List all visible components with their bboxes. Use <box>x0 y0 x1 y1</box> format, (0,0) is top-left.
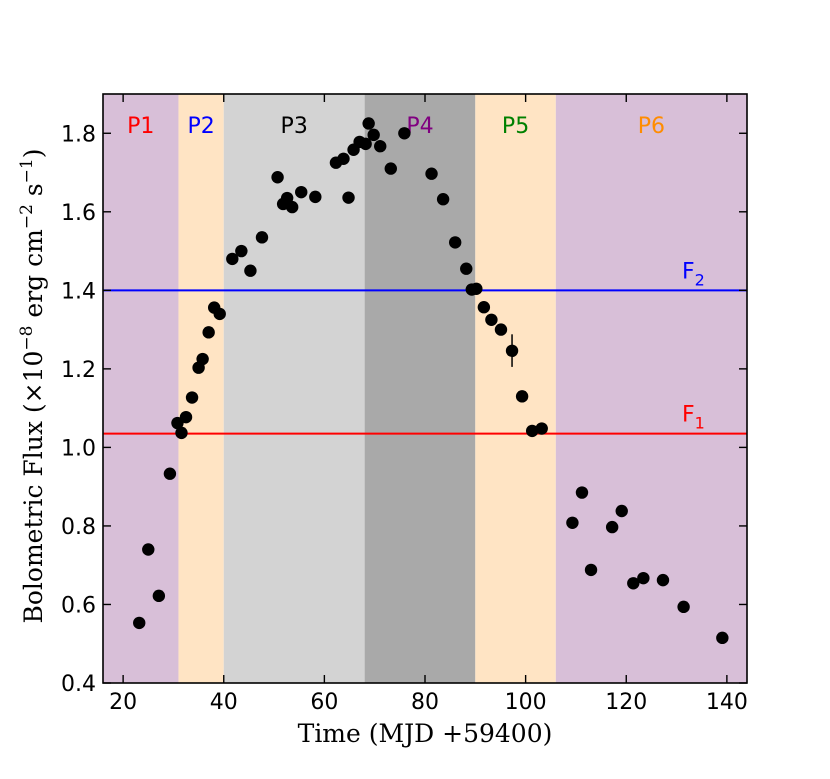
data-point <box>175 426 188 440</box>
data-point <box>470 282 483 295</box>
flux-threshold-label: F2 <box>682 259 705 289</box>
data-point <box>448 236 462 249</box>
data-point <box>485 313 498 326</box>
data-points <box>133 117 729 645</box>
data-point <box>436 193 450 206</box>
phase-band <box>555 94 747 683</box>
data-point <box>505 344 519 358</box>
data-point <box>163 467 177 480</box>
data-point <box>142 543 155 556</box>
flux-threshold-label: F1 <box>682 403 705 433</box>
data-point <box>244 264 257 277</box>
data-point <box>566 516 579 529</box>
data-point <box>398 127 411 140</box>
y-axis-title-part: erg cm <box>19 229 48 326</box>
data-point <box>226 252 239 266</box>
data-point <box>605 520 619 534</box>
y-axis-title-exp: −1 <box>17 158 37 183</box>
data-point <box>584 563 598 577</box>
data-point <box>384 162 397 175</box>
x-tick-label: 20 <box>109 690 137 715</box>
data-point <box>152 589 166 603</box>
y-tick-label: 0.4 <box>61 672 96 697</box>
data-point <box>295 185 308 199</box>
data-point <box>342 191 355 204</box>
y-tick-label: 1.6 <box>61 201 96 226</box>
flux-threshold-label-sub: 2 <box>695 270 705 289</box>
data-point <box>575 486 589 499</box>
data-point <box>367 128 380 142</box>
y-tick-label: 1.8 <box>61 122 96 147</box>
x-tick-label: 80 <box>411 690 439 715</box>
flux-threshold-label-main: F <box>682 403 695 428</box>
data-point <box>202 326 215 339</box>
data-point <box>615 504 628 518</box>
x-tick-label: 60 <box>310 690 338 715</box>
phase-band <box>103 94 179 683</box>
phase-bands: P1 P2 P3 P4 P5 P6 <box>103 94 747 683</box>
x-axis-title: Time (MJD +59400) <box>298 719 553 748</box>
phase-label: P4 <box>406 114 433 139</box>
data-point <box>271 171 284 184</box>
data-point <box>677 600 690 614</box>
data-point <box>535 422 548 435</box>
data-point <box>716 631 729 645</box>
phase-band <box>223 94 365 683</box>
data-point <box>359 137 372 151</box>
axis-ticks: 20 40 60 80 100 120 140 0.4 0.6 0.8 1.0 1.2 1.4 1.6 1.… <box>61 94 748 715</box>
data-point <box>235 244 248 258</box>
data-point <box>285 200 299 214</box>
y-axis-title-exp: −8 <box>17 326 37 351</box>
y-axis-title-part: s <box>19 183 48 204</box>
phase-label: P1 <box>127 114 154 139</box>
data-point <box>627 577 640 590</box>
phase-band <box>475 94 556 683</box>
data-point <box>362 117 375 130</box>
data-point <box>374 140 387 153</box>
phase-label: P6 <box>638 114 665 139</box>
x-tick-label: 100 <box>505 690 547 715</box>
data-point <box>477 301 491 314</box>
data-point <box>213 307 226 321</box>
data-point <box>494 323 508 336</box>
y-tick-label: 1.0 <box>61 436 96 461</box>
x-tick-label: 40 <box>210 690 238 715</box>
flux-threshold-label-main: F <box>682 259 695 284</box>
data-point <box>196 352 209 366</box>
y-axis-title: Bolometric Flux (×10−8 erg cm−2 s−1) <box>17 148 48 623</box>
data-point <box>255 231 269 244</box>
labels: Time (MJD +59400) Bolometric Flux (×10−8… <box>17 148 552 748</box>
y-tick-label: 1.4 <box>61 279 96 304</box>
y-tick-label: 0.6 <box>61 593 96 618</box>
phase-label: P5 <box>502 114 529 139</box>
y-axis-title-part: Bolometric Flux (×10 <box>19 351 48 624</box>
data-point <box>179 410 193 424</box>
y-tick-label: 0.8 <box>61 515 96 540</box>
data-point <box>309 190 322 204</box>
data-point <box>133 616 146 630</box>
data-point <box>656 573 670 587</box>
x-tick-label: 120 <box>605 690 647 715</box>
phase-label: P3 <box>281 114 308 139</box>
y-axis-title-exp: −2 <box>17 204 37 229</box>
phase-band <box>178 94 224 683</box>
data-point <box>460 262 473 275</box>
x-tick-label: 140 <box>706 690 748 715</box>
phase-label: P2 <box>187 114 214 139</box>
phase-band <box>364 94 476 683</box>
flux-threshold-label-sub: 1 <box>695 414 705 433</box>
data-point <box>425 167 438 180</box>
data-point <box>515 390 529 403</box>
data-point <box>637 571 650 585</box>
y-tick-label: 1.2 <box>61 358 96 383</box>
y-axis-title-part: ) <box>19 148 48 158</box>
data-point <box>185 391 199 404</box>
data-point <box>280 191 294 205</box>
data-point <box>337 152 350 165</box>
data-point <box>525 424 539 438</box>
